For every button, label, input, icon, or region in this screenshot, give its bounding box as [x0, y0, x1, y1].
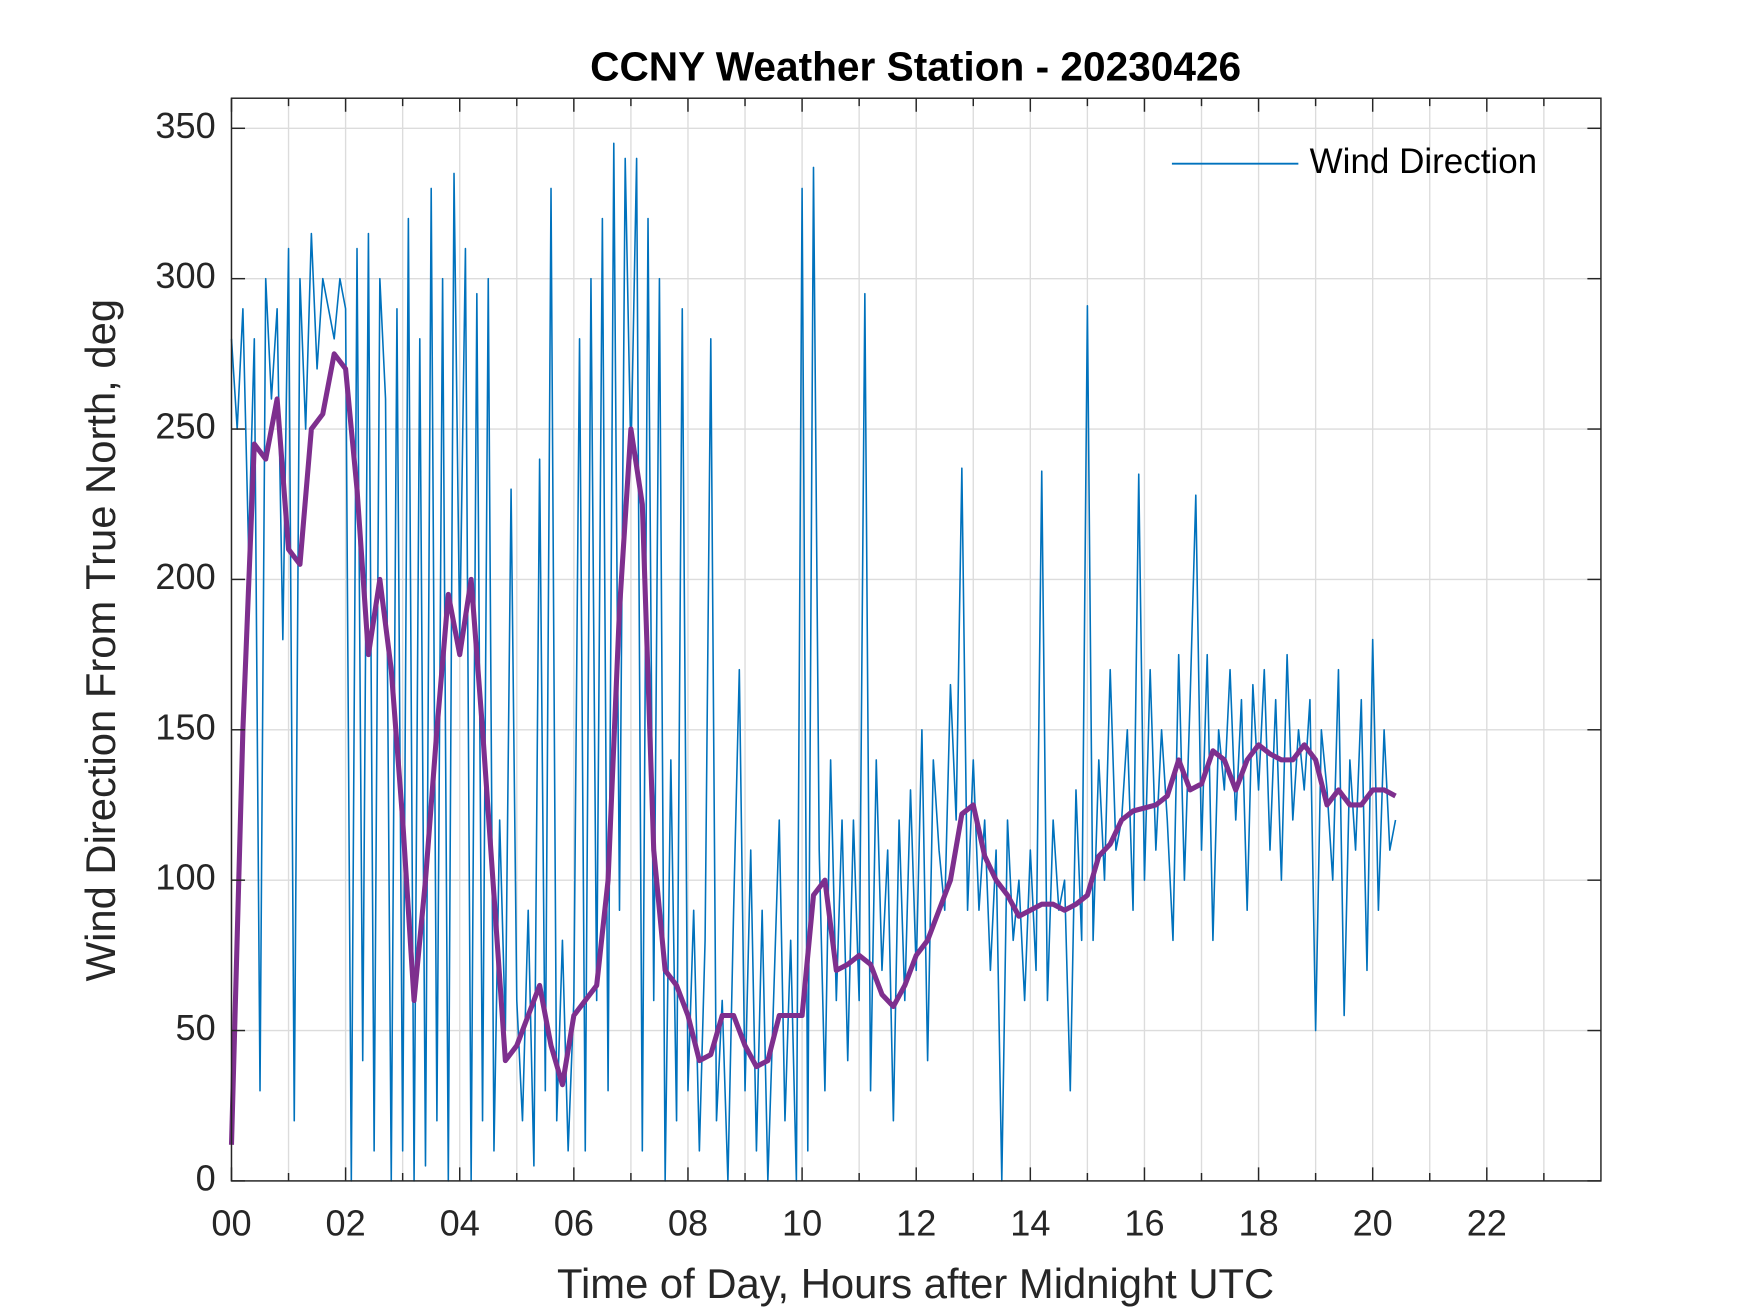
x-tick-label: 00: [211, 1203, 251, 1244]
y-axis-label: Wind Direction From True North, deg: [77, 299, 124, 981]
y-tick-label: 300: [155, 255, 215, 296]
x-tick-label: 12: [896, 1203, 936, 1244]
y-tick-label: 200: [155, 556, 215, 597]
ticks: 0 50 100 150 200 250 300 350 00 02 04 06 08 10 12 14 16 1…: [155, 98, 1601, 1244]
x-tick-label: 10: [782, 1203, 822, 1244]
chart-title: CCNY Weather Station - 20230426: [590, 44, 1241, 90]
y-tick-label: 50: [176, 1007, 216, 1048]
x-tick-label: 04: [440, 1203, 480, 1244]
y-tick-label: 150: [155, 706, 215, 747]
x-tick-label: 16: [1124, 1203, 1164, 1244]
data-line: [230, 142, 1397, 1182]
x-tick-label: 08: [668, 1203, 708, 1244]
y-tick-label: 250: [155, 406, 215, 447]
marks: [228, 142, 1397, 1182]
x-axis-label: Time of Day, Hours after Midnight UTC: [557, 1260, 1274, 1307]
y-tick-label: 350: [155, 105, 215, 146]
x-tick-label: 02: [326, 1203, 366, 1244]
legend: Wind Direction: [1171, 142, 1537, 181]
x-tick-label: 18: [1238, 1203, 1278, 1244]
x-tick-label: 22: [1467, 1203, 1507, 1244]
y-tick-label: 0: [196, 1157, 216, 1198]
x-tick-label: 20: [1353, 1203, 1393, 1244]
legend-label: Wind Direction: [1310, 142, 1537, 181]
y-tick-label: 100: [155, 857, 215, 898]
x-tick-label: 06: [554, 1203, 594, 1244]
data-line: [228, 351, 1397, 1145]
x-tick-label: 14: [1010, 1203, 1050, 1244]
